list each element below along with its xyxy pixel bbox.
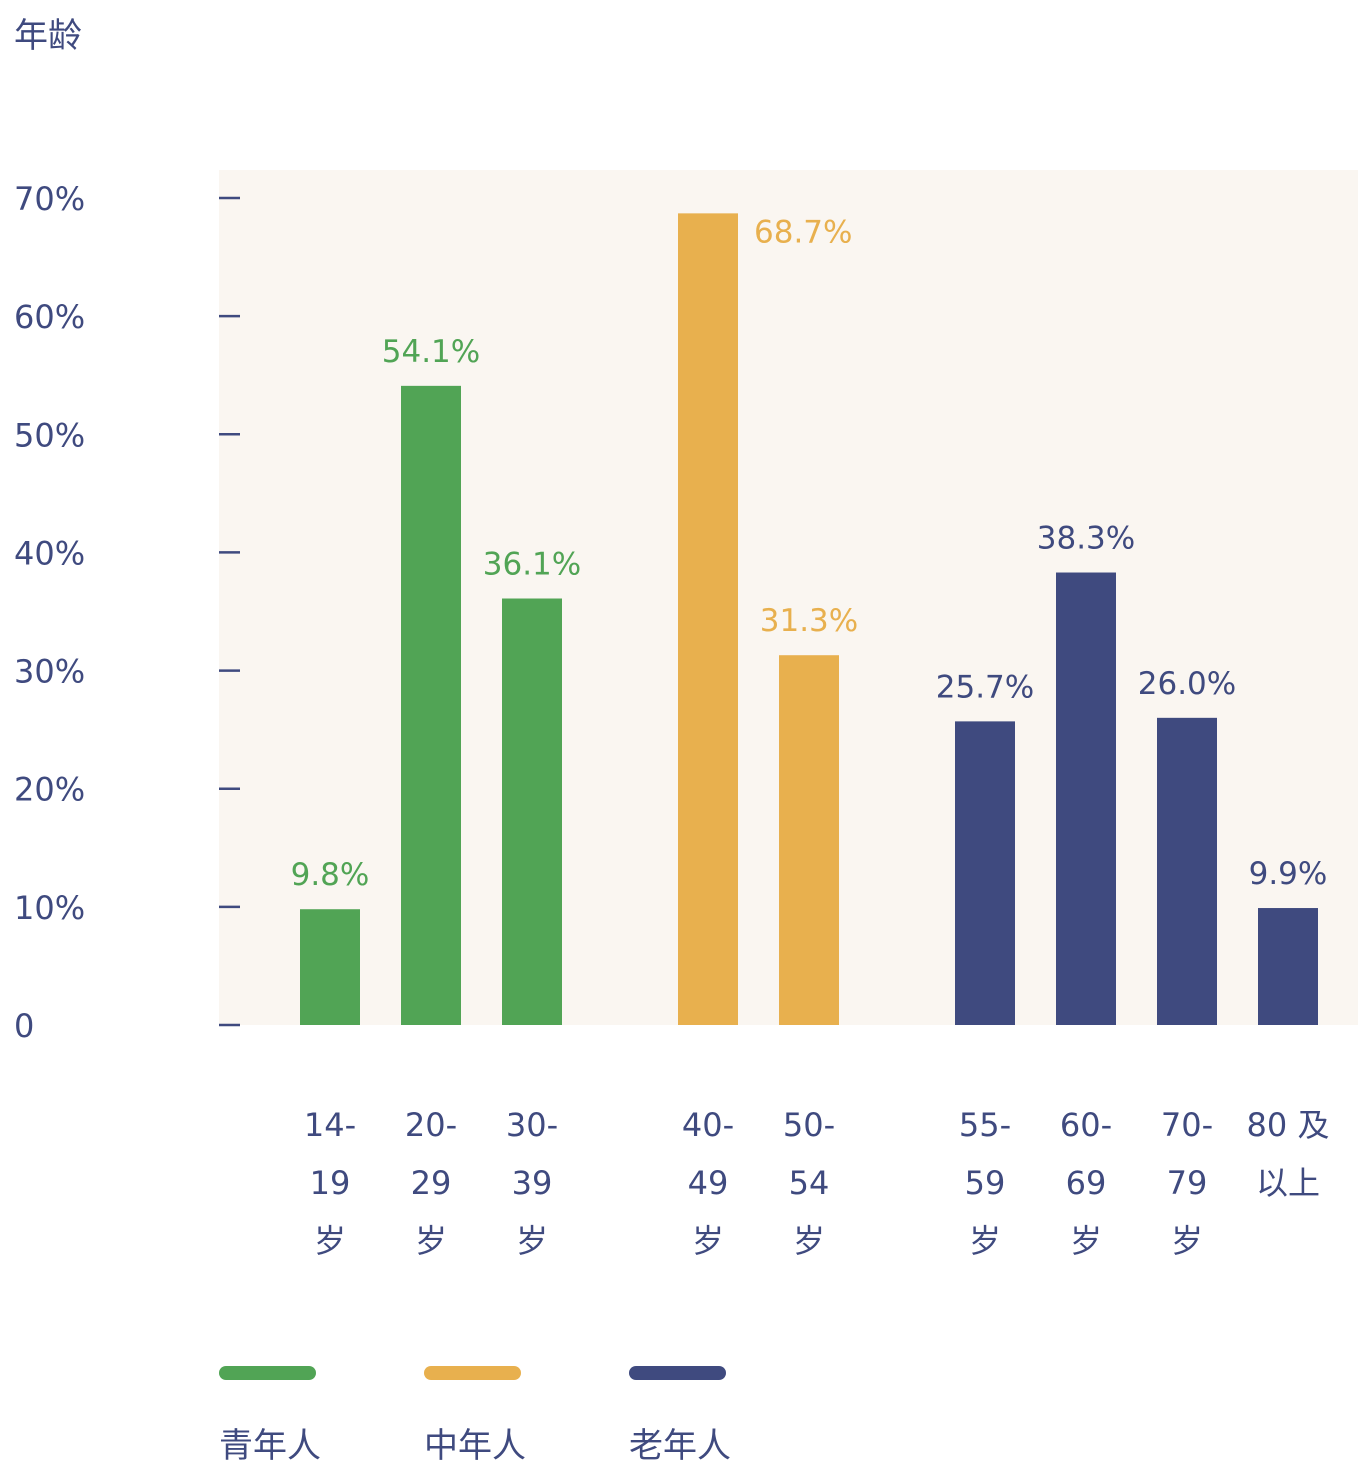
value-label-2-1: 38.3% bbox=[1037, 521, 1135, 557]
category-label-2-2-2: 岁 bbox=[1171, 1222, 1203, 1260]
category-label-0-2-2: 岁 bbox=[516, 1222, 548, 1260]
bar-0-0 bbox=[300, 909, 360, 1025]
y-axis-title: 年龄 bbox=[14, 16, 82, 56]
value-label-2-3: 9.9% bbox=[1249, 856, 1328, 892]
legend-item-elderly: 老年人 bbox=[629, 1366, 749, 1467]
value-label-1-0: 68.7% bbox=[754, 214, 852, 250]
category-label-1-1-0: 50- bbox=[783, 1106, 835, 1144]
category-label-0-0-2: 岁 bbox=[314, 1222, 346, 1260]
category-label-0-2-0: 30- bbox=[506, 1106, 558, 1144]
y-tick-label-7: 70% bbox=[14, 180, 85, 218]
bar-2-3 bbox=[1258, 908, 1318, 1025]
legend: 青年人 中年人 老年人 bbox=[0, 1366, 1372, 1466]
category-label-0-0-1: 19 bbox=[310, 1164, 351, 1202]
bar-2-1 bbox=[1056, 572, 1116, 1025]
legend-swatch-youth bbox=[219, 1366, 316, 1380]
category-label-0-0-0: 14- bbox=[304, 1106, 356, 1144]
value-label-1-1: 31.3% bbox=[760, 603, 858, 639]
value-label-0-0: 9.8% bbox=[291, 857, 370, 893]
category-label-2-2-0: 70- bbox=[1161, 1106, 1213, 1144]
category-label-2-0-2: 岁 bbox=[969, 1222, 1001, 1260]
category-label-2-0-0: 55- bbox=[959, 1106, 1011, 1144]
y-tick-label-0: 0 bbox=[14, 1007, 34, 1045]
y-tick-label-4: 40% bbox=[14, 534, 85, 572]
category-label-2-1-2: 岁 bbox=[1070, 1222, 1102, 1260]
category-label-2-1-1: 69 bbox=[1066, 1164, 1107, 1202]
category-label-2-1-0: 60- bbox=[1060, 1106, 1112, 1144]
category-label-1-0-0: 40- bbox=[682, 1106, 734, 1144]
category-label-1-1-2: 岁 bbox=[793, 1222, 825, 1260]
bar-0-1 bbox=[401, 385, 461, 1025]
y-tick-label-6: 60% bbox=[14, 298, 85, 336]
category-label-2-3-1: 以上 bbox=[1256, 1164, 1320, 1202]
y-tick-label-1: 10% bbox=[14, 889, 85, 927]
bar-2-0 bbox=[955, 721, 1015, 1025]
category-label-2-2-1: 79 bbox=[1167, 1164, 1208, 1202]
bar-0-2 bbox=[502, 598, 562, 1025]
legend-swatch-middle-aged bbox=[424, 1366, 521, 1380]
y-tick-label-2: 20% bbox=[14, 771, 85, 809]
value-label-0-1: 54.1% bbox=[382, 334, 480, 370]
bar-chart: 0 10% 20% 30% 40% 50% 60% 70% 9.8% 14- 19 岁 54.1% 20-… bbox=[14, 170, 1358, 1260]
bar-1-1 bbox=[779, 655, 839, 1025]
category-label-0-1-2: 岁 bbox=[415, 1222, 447, 1260]
category-label-0-1-0: 20- bbox=[405, 1106, 457, 1144]
bar-1-0 bbox=[678, 213, 738, 1025]
legend-swatch-elderly bbox=[629, 1366, 726, 1380]
y-tick-label-3: 30% bbox=[14, 653, 85, 691]
category-label-1-1-1: 54 bbox=[789, 1164, 830, 1202]
legend-item-youth: 青年人 bbox=[219, 1366, 339, 1467]
legend-label-elderly: 老年人 bbox=[629, 1426, 731, 1466]
value-label-2-2: 26.0% bbox=[1138, 666, 1236, 702]
legend-label-youth: 青年人 bbox=[219, 1426, 321, 1466]
category-label-0-1-1: 29 bbox=[411, 1164, 452, 1202]
category-label-1-0-1: 49 bbox=[688, 1164, 729, 1202]
category-label-1-0-2: 岁 bbox=[692, 1222, 724, 1260]
legend-item-middle-aged: 中年人 bbox=[424, 1366, 544, 1467]
value-label-0-2: 36.1% bbox=[483, 547, 581, 583]
value-label-2-0: 25.7% bbox=[936, 669, 1034, 705]
category-label-0-2-1: 39 bbox=[512, 1164, 553, 1202]
y-tick-label-5: 50% bbox=[14, 416, 85, 454]
category-label-2-3-0: 80 及 bbox=[1247, 1106, 1330, 1144]
category-label-2-0-1: 59 bbox=[965, 1164, 1006, 1202]
bar-2-2 bbox=[1157, 717, 1217, 1025]
legend-label-middle-aged: 中年人 bbox=[424, 1426, 526, 1466]
